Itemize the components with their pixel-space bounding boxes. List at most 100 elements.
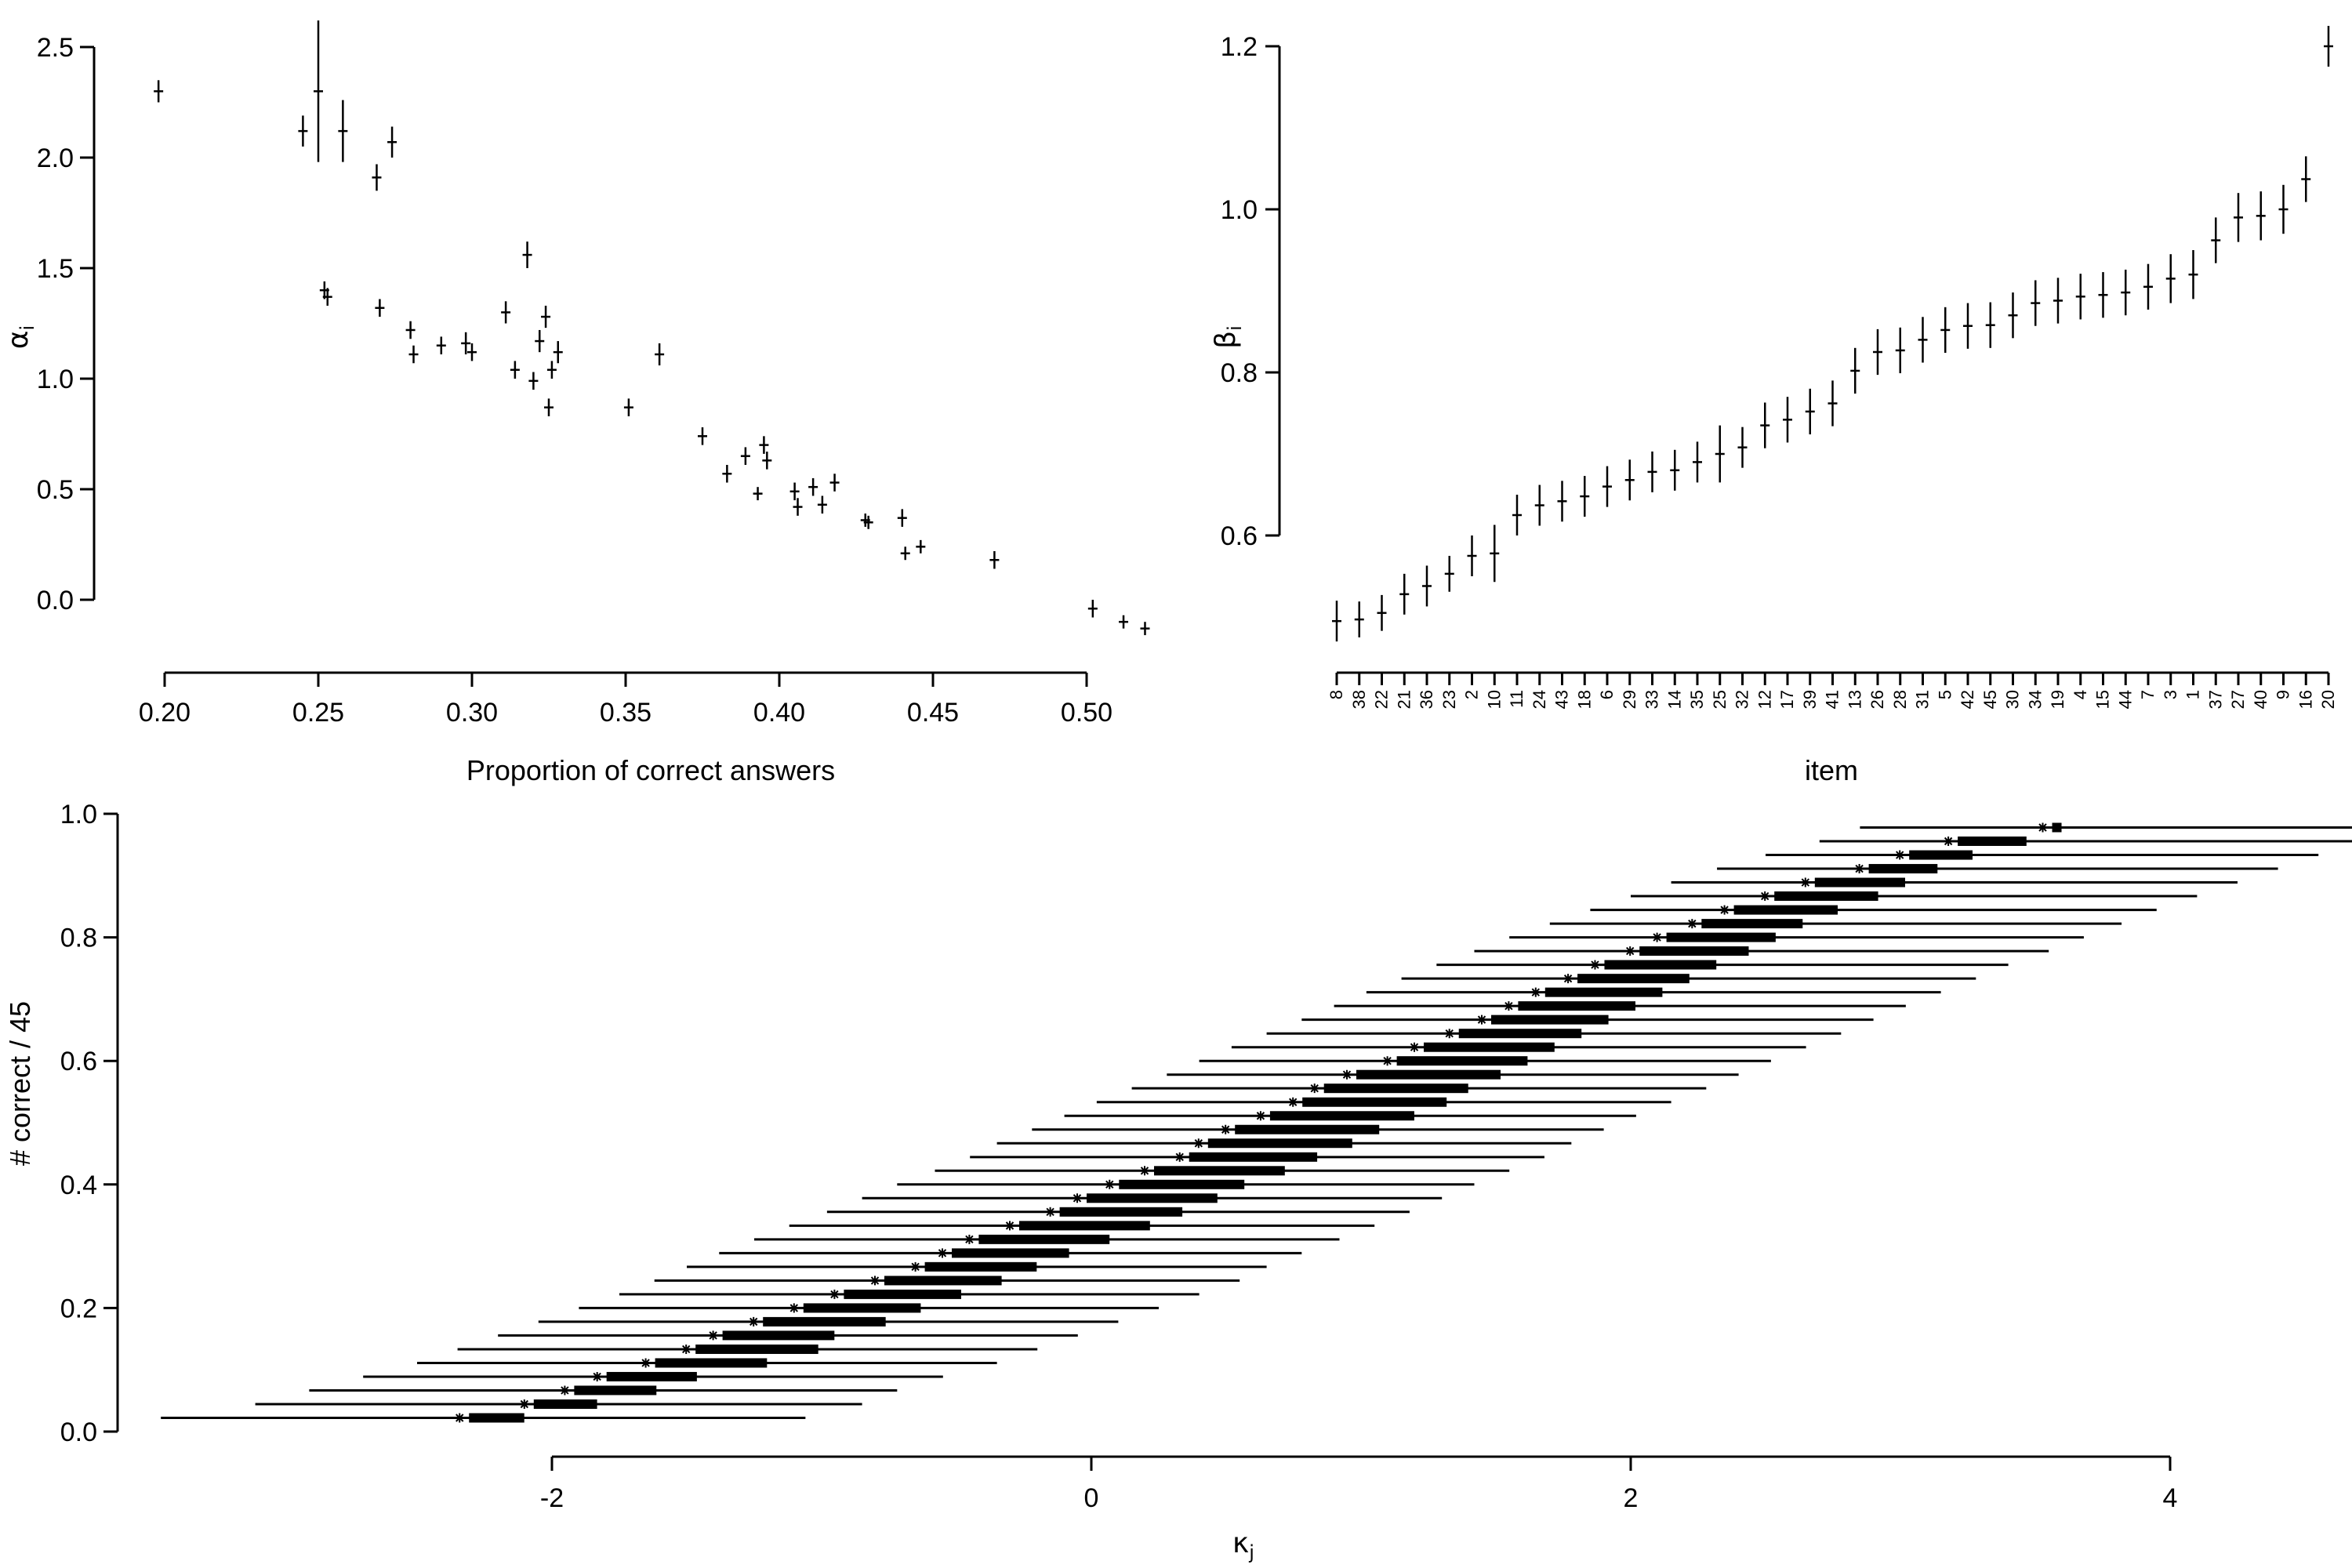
estimate-cluster: [1639, 946, 1749, 956]
estimate-cluster: [844, 1289, 961, 1299]
estimate-cluster: [1491, 1014, 1609, 1025]
item-label: 43: [1552, 690, 1572, 709]
star-marker: [641, 1358, 651, 1368]
item-label: 31: [1913, 690, 1933, 709]
star-marker: [1444, 1029, 1454, 1039]
estimate-cluster: [1814, 877, 1905, 887]
estimate-cluster: [1733, 905, 1838, 915]
y-tick-label: 1.0: [1221, 195, 1258, 225]
x-tick-label: 0.25: [292, 698, 344, 728]
star-marker: [1140, 1166, 1149, 1176]
star-marker: [1563, 974, 1573, 984]
star-marker: [1530, 987, 1541, 997]
y-axis-title: βi: [1210, 325, 1246, 349]
star-marker: [910, 1261, 920, 1272]
item-label: 3: [2161, 690, 2180, 699]
estimate-cluster: [722, 1330, 835, 1341]
item-label: 33: [1642, 690, 1662, 709]
star-marker: [1045, 1207, 1055, 1217]
x-tick-label: 0.45: [907, 698, 959, 728]
estimate-cluster: [1424, 1042, 1555, 1052]
estimate-cluster: [924, 1261, 1037, 1272]
item-label: 14: [1664, 690, 1684, 709]
x-axis-title: κj: [1232, 1527, 1254, 1563]
estimate-cluster: [469, 1413, 524, 1423]
estimate-cluster: [606, 1371, 697, 1381]
item-label: 2: [1462, 690, 1482, 699]
item-label: 42: [1958, 690, 1977, 709]
star-marker: [1255, 1111, 1265, 1121]
item-label: 28: [1890, 690, 1910, 709]
x-tick-label: 0.30: [446, 698, 498, 728]
estimate-cluster: [1774, 891, 1878, 902]
item-label: 6: [1597, 690, 1617, 699]
x-tick-label: 0: [1084, 1483, 1099, 1513]
y-tick-label: 0.2: [60, 1294, 97, 1323]
x-tick-label: 0.20: [139, 698, 191, 728]
item-label: 35: [1687, 690, 1707, 709]
item-label: 11: [1507, 690, 1526, 708]
item-label: 18: [1574, 690, 1594, 709]
item-label: 22: [1372, 690, 1392, 709]
star-marker: [1174, 1152, 1185, 1162]
star-marker: [1382, 1056, 1392, 1066]
estimate-cluster: [1666, 932, 1776, 942]
y-tick-label: 0.8: [60, 924, 97, 953]
item-label: 38: [1349, 690, 1369, 709]
star-marker: [1687, 919, 1697, 929]
estimate-cluster: [803, 1303, 921, 1313]
item-label: 12: [1755, 690, 1774, 709]
item-label: 23: [1439, 690, 1459, 709]
x-tick-label: 0.40: [753, 698, 805, 728]
estimate-cluster: [1356, 1069, 1501, 1080]
item-label: 1: [2183, 690, 2203, 699]
estimate-cluster: [1518, 1001, 1635, 1011]
y-tick-label: 0.8: [1221, 358, 1258, 388]
item-label: 17: [1777, 690, 1797, 709]
estimate-cluster: [763, 1316, 886, 1327]
estimate-cluster: [2052, 822, 2062, 833]
item-label: 32: [1733, 690, 1752, 709]
item-label: 39: [1800, 690, 1820, 709]
estimate-cluster: [1059, 1207, 1183, 1217]
item-label: 26: [1867, 690, 1887, 709]
estimate-cluster: [1302, 1097, 1447, 1107]
item-label: 5: [1935, 690, 1955, 699]
estimate-cluster: [1323, 1083, 1468, 1094]
y-tick-label: 0.6: [1221, 521, 1258, 551]
star-marker: [749, 1316, 759, 1327]
item-label: 8: [1327, 690, 1346, 699]
star-marker: [1854, 864, 1864, 874]
item-label: 15: [2093, 690, 2113, 709]
estimate-cluster: [1154, 1166, 1285, 1176]
x-tick-label: 0.50: [1061, 698, 1112, 728]
star-marker: [681, 1344, 691, 1354]
star-marker: [789, 1303, 799, 1313]
star-marker: [1309, 1083, 1319, 1094]
item-label: 20: [2318, 690, 2338, 709]
star-marker: [1944, 836, 1954, 846]
y-tick-label: 0.6: [60, 1047, 97, 1076]
item-label: 36: [1417, 690, 1436, 709]
star-marker: [938, 1248, 947, 1258]
estimate-cluster: [1396, 1056, 1528, 1066]
item-label: 29: [1620, 690, 1639, 709]
estimate-cluster: [1269, 1111, 1414, 1121]
star-marker: [964, 1234, 975, 1244]
x-tick-label: -2: [540, 1483, 564, 1513]
estimate-cluster: [655, 1358, 768, 1368]
star-marker: [829, 1289, 840, 1299]
estimate-cluster: [533, 1399, 597, 1410]
y-tick-label: 1.2: [1221, 32, 1258, 62]
star-marker: [1410, 1042, 1419, 1052]
estimate-cluster: [884, 1276, 1002, 1286]
y-axis-title: # correct / 45: [4, 1001, 36, 1166]
y-tick-label: 2.0: [37, 143, 74, 173]
y-tick-label: 0.4: [60, 1171, 97, 1200]
item-label: 7: [2138, 690, 2158, 699]
y-tick-label: 1.5: [37, 254, 74, 284]
item-label: 19: [2048, 690, 2067, 709]
y-tick-label: 1.0: [37, 365, 74, 394]
estimate-cluster: [1544, 987, 1663, 997]
